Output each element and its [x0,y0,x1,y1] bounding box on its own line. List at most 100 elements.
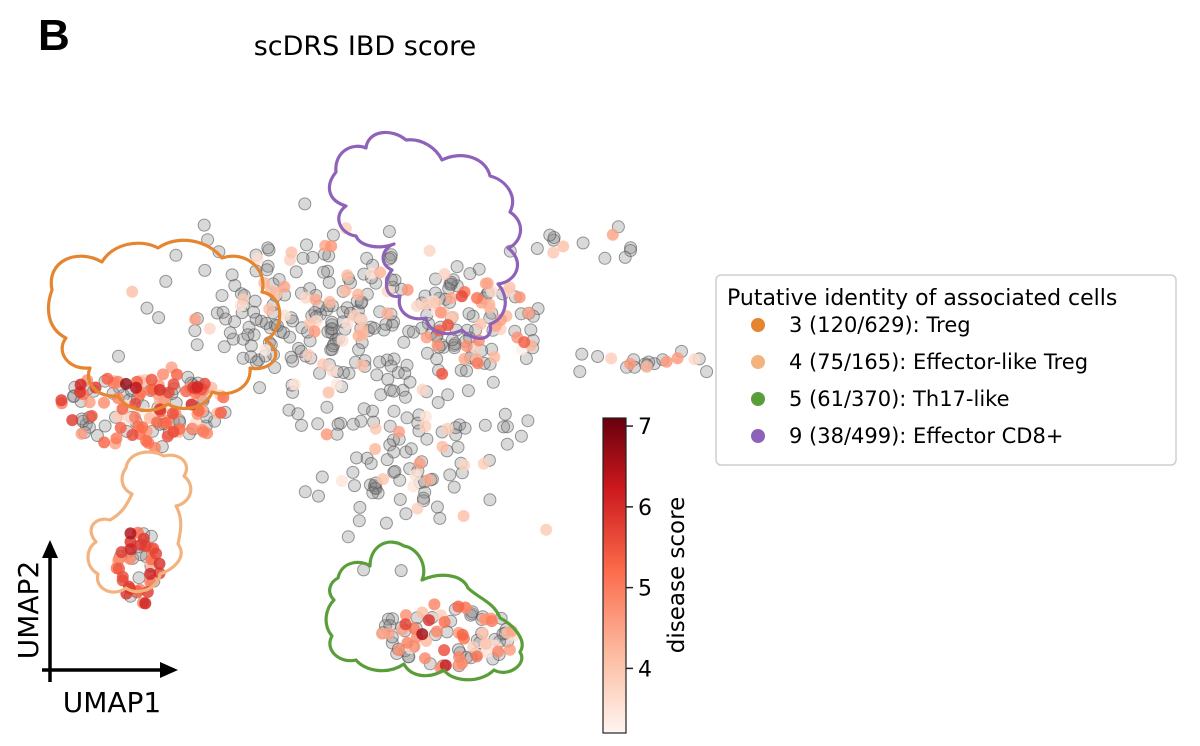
associated-cell-point [85,410,98,422]
associated-cell-point [492,645,505,658]
cell-point [346,417,360,431]
cell-point [228,279,242,292]
associated-cell-point [411,300,423,312]
legend: Putative identity of associated cells 3 … [715,274,1177,466]
cell-point [225,268,239,282]
cell-point [330,427,344,441]
associated-cell-point [167,425,180,438]
colorbar-tick-label: 4 [638,657,652,682]
associated-cell-point [436,367,449,380]
associated-cell-point [335,475,348,487]
cell-point [169,248,183,262]
associated-cell-point [120,377,132,390]
colorbar-tick-label: 5 [638,577,652,602]
associated-cell-point [336,334,349,347]
cell-point [530,242,544,255]
associated-cell-point [382,627,395,640]
cell-point [382,225,396,238]
associated-cell-point [452,600,465,613]
associated-cell-point [413,457,426,470]
cell-point [217,340,231,354]
cell-point [159,274,173,288]
cell-point [317,265,331,279]
associated-cell-point [124,527,137,540]
associated-cell-point [339,284,352,297]
cell-point [447,480,461,494]
cell-point [379,317,393,331]
associated-cell-point [503,643,516,656]
cell-point [300,238,313,252]
legend-entry-label: 5 (61/370): Th17-like [789,387,1010,411]
cell-point [450,260,464,274]
associated-cell-point [393,644,406,657]
associated-cell-point [150,547,163,560]
cell-point [443,468,457,482]
associated-cell-point [74,378,87,391]
associated-cell-point [518,336,531,349]
cell-point [326,228,340,242]
associated-cell-point [285,246,298,259]
associated-cell-point [129,411,141,424]
associated-cell-point [409,469,422,482]
cell-point [700,365,714,379]
cell-point [197,218,211,232]
cell-point [576,236,590,250]
legend-entry-label: 4 (75/165): Effector-like Treg [789,350,1088,374]
cell-point [384,251,398,264]
cell-point [454,363,468,377]
cell-point [387,445,401,459]
associated-cell-point [480,637,493,650]
associated-cells [55,222,736,674]
associated-cell-point [436,440,449,453]
associated-cell-point [430,625,443,638]
colorbar-label: disease score [664,497,690,653]
associated-cell-point [431,339,444,352]
cell-point [430,500,444,514]
associated-cell-point [445,292,458,304]
associated-cell-point [126,429,139,441]
cell-point [598,251,612,265]
cell-point [289,265,303,279]
associated-cell-point [320,428,333,441]
associated-cell-point [325,240,338,253]
associated-cell-point [606,228,619,241]
legend-marker [751,392,765,406]
associated-cell-point [513,291,526,304]
associated-cell-point [159,417,172,430]
associated-cell-point [438,644,451,657]
cell-point [478,418,492,432]
cell-point [348,479,361,493]
associated-cell-point [114,421,127,434]
associated-cell-point [688,353,701,366]
associated-cell-point [480,646,492,659]
associated-cell-point [485,615,498,628]
associated-cell-point [479,277,492,290]
cell-point [262,243,276,257]
legend-entry-label: 3 (120/629): Treg [789,313,971,337]
associated-cell-point [640,360,653,373]
cell-point [445,333,459,347]
cell-point [367,321,381,335]
associated-cell-point [467,641,480,654]
associated-cell-point [278,309,291,322]
cell-point [226,332,240,346]
associated-cell-point [381,307,394,320]
associated-cell-point [430,297,442,310]
associated-cell-point [495,313,507,326]
associated-cell-point [288,378,301,391]
cell-point [406,325,420,339]
associated-cell-point [605,352,618,365]
associated-cell-point [251,252,264,265]
associated-cell-point [322,386,335,399]
associated-cell-point [98,436,111,449]
cell-point [497,420,511,434]
cell-point [543,228,557,242]
cell-point [433,511,447,525]
umap1-arrow-head [160,662,178,678]
outline-cluster-5 [324,540,524,682]
associated-cell-point [411,502,424,515]
associated-cell-point [278,280,291,293]
associated-cell-point [153,557,166,570]
x-axis-label: UMAP1 [63,686,162,719]
cell-point [216,305,230,319]
